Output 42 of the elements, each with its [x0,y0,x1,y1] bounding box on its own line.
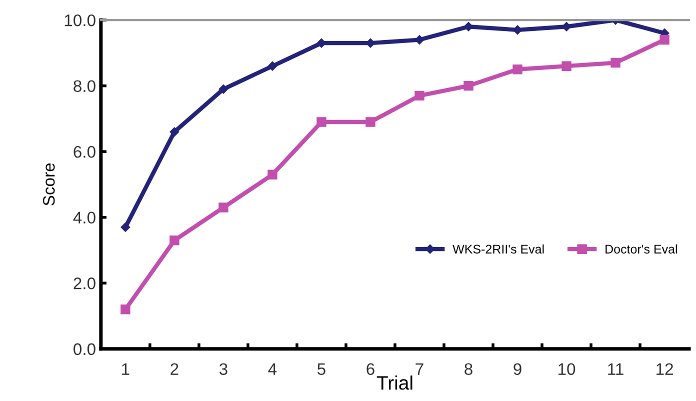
x-tick-label: 4 [268,363,277,375]
y-tick-label: 10.0 [64,14,96,26]
point [316,117,326,127]
x-tick-label: 7 [416,363,424,375]
point [218,202,228,212]
x-tick-label: 10 [558,363,576,375]
legend-label: Doctor's Eval [606,244,677,254]
point [660,34,670,45]
x-tick-label: 11 [608,363,624,375]
x-axis-title: Trial [376,376,412,390]
point [268,170,278,180]
y-tick-label: 6.0 [74,146,96,158]
point [218,84,228,94]
x-tick-label: 12 [656,363,673,375]
point [414,90,424,101]
point [170,127,180,136]
point [464,22,474,32]
point [562,61,572,71]
x-tick-label: 9 [514,363,522,375]
point [170,236,180,246]
x-tick-label: 2 [170,363,178,375]
legend-label: WKS-2RII's Eval [452,244,544,254]
y-tick-label: 2.0 [74,278,96,290]
point [366,117,376,127]
y-axis-title: Score [42,163,55,206]
point [512,25,522,35]
point [414,35,424,44]
point [512,64,522,74]
y-tick-label: 4.0 [73,212,96,224]
point [268,61,278,71]
x-tick-label: 8 [464,363,472,375]
point [562,22,572,32]
point [610,58,620,68]
point [464,80,474,91]
x-tick-label: 3 [219,363,228,375]
x-tick-label: 5 [318,363,326,375]
y-tick-label: 0.0 [74,343,96,356]
point [120,222,130,232]
y-tick-label: 8.0 [74,80,96,92]
point [120,304,130,314]
x-tick-label: 1 [122,363,130,375]
x-tick-label: 6 [366,363,374,375]
